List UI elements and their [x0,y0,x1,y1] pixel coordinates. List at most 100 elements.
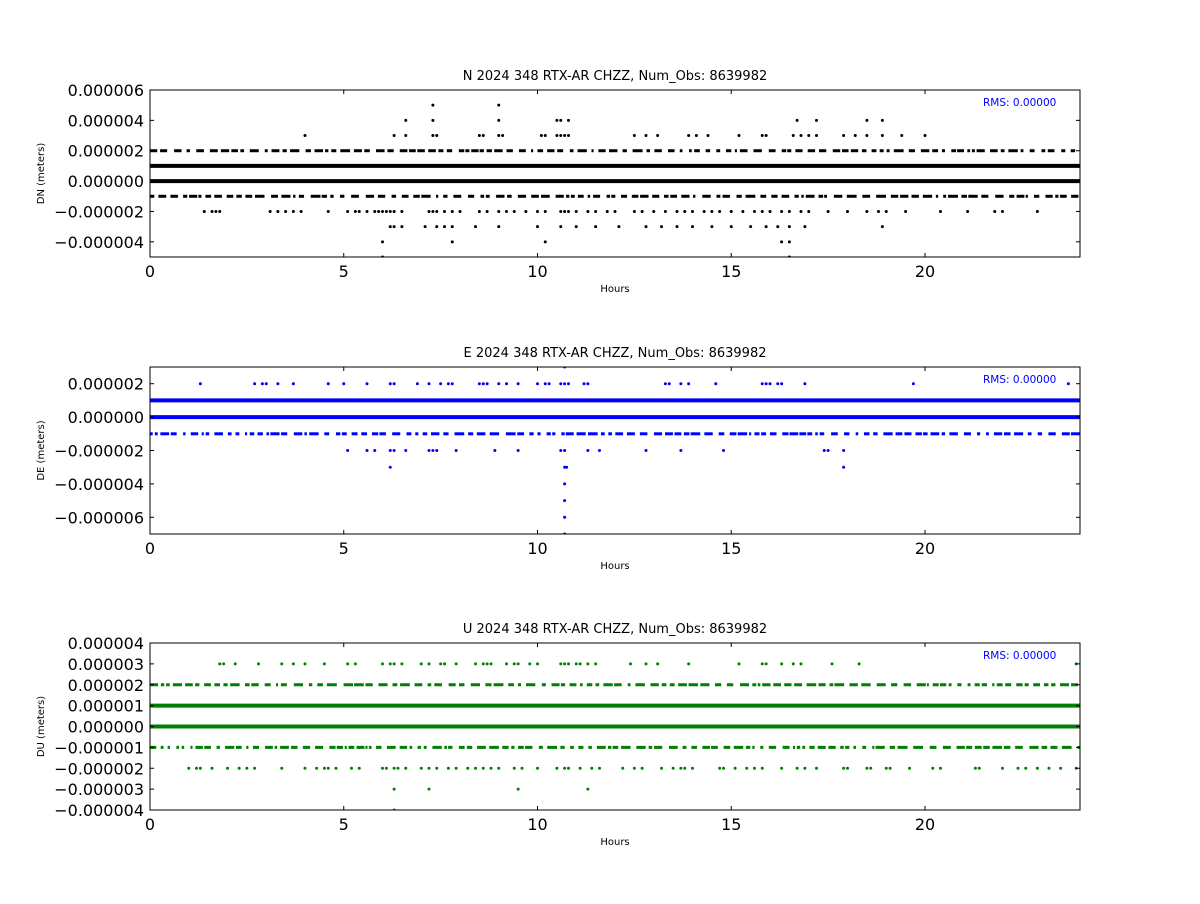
u-point-4-9 [353,662,357,666]
u-dense-point-2-47 [650,683,659,687]
n-dense-point-3-8 [226,194,234,198]
u-point-5-19 [396,766,400,770]
n-point-4-4 [268,209,272,213]
n-dense-point-3-26 [421,194,431,198]
u-dense-point-3-57 [682,745,687,749]
e-dense-point-2-63 [761,432,767,436]
u-dense-point-2-79 [981,683,987,687]
u-dense-point-3-58 [691,745,697,749]
u-dense-point-3-35 [458,745,465,749]
n-dense-point-2-25 [417,149,425,153]
e-dense-point-2-33 [454,432,465,436]
e-dense-point-2-45 [576,432,586,436]
n-dense-point-2-41 [569,149,574,153]
u-point-4-27 [536,662,539,666]
u-dense-point-2-36 [541,683,546,687]
u-point-5-13 [334,766,338,770]
n-point-5-16 [644,134,648,138]
n-dense-point-3-44 [606,194,611,198]
n-dense-point-2-64 [807,149,816,153]
e-outlier-6 [563,515,567,519]
n-dense-point-3-14 [293,194,296,198]
n-dense-point-3-78 [961,194,967,198]
n-dense-point-2-48 [646,149,651,153]
n-dense-point-3-24 [401,194,409,198]
n-outlier-2 [497,118,501,122]
n-point-5-3 [431,134,435,138]
n-dense-point-2-27 [438,149,444,153]
n-dense-point-3-84 [1025,194,1028,198]
e-dense-point-2-59 [729,432,737,436]
n-point-4-55 [753,209,756,213]
u-dense-point-2-62 [806,683,817,687]
n-dense-point-3-12 [271,194,278,198]
n-dense-point-3-79 [968,194,978,198]
e-point-3-14 [446,382,450,386]
u-dense-point-3-80 [889,745,896,749]
u-dense-point-3-42 [525,745,533,749]
u-point-4-24 [512,662,516,666]
e-dense-point-2-29 [415,432,419,436]
u-dense-point-3-4 [181,745,185,749]
u-dense-point-3-53 [636,745,646,749]
n-dense-point-2-89 [1047,149,1055,153]
n-point-5-25 [799,134,803,138]
u-dense-point-2-45 [627,683,631,687]
u-dense-point-3-45 [560,745,565,749]
u-point-5-65 [931,766,935,770]
u-point-4-31 [574,662,578,666]
n-dense-point-3-32 [485,194,490,198]
n-dense-point-2-63 [795,149,803,153]
e-dense-point-2-15 [270,432,280,436]
e-dense-point-2-43 [561,432,565,436]
u-dense-point-3-37 [477,745,486,749]
u-point-5-35 [563,766,567,770]
u-dense-point-3-21 [344,745,347,749]
n-point-6-16 [675,225,679,229]
n-point-5-6 [481,134,485,138]
u-dense-point-3-84 [942,745,951,749]
e-axes-frame [149,366,1081,535]
e-point-3-26 [563,382,567,386]
u-dense-point-2-11 [251,683,259,687]
u-point-5-11 [322,766,326,770]
u-ytick-label-0: 0.000004 [68,634,144,653]
e-dense-point-2-20 [324,432,330,436]
n-point-5-17 [656,134,660,138]
n-point-4-0 [202,209,206,213]
u-ytick-label-6: −0.000002 [54,759,144,778]
u-point-5-67 [973,766,977,770]
n-dense-point-3-85 [1033,194,1040,198]
u-point-4-14 [419,662,423,666]
u-dense-point-3-40 [511,745,515,749]
n-point-4-31 [512,209,516,213]
n-dense-point-2-70 [871,149,877,153]
e-point-3-8 [365,382,369,386]
u-dense-point-2-72 [926,683,929,687]
n-dense-point-3-71 [890,194,899,198]
n-point-6-17 [691,225,694,229]
n-ytick-label-2: 0.000002 [68,142,144,161]
n-dense-point-2-30 [465,149,470,153]
e-dense-point-2-65 [782,432,789,436]
n-panel: 0 5 10 15 20 0.000006 0.000004 0.000002 0.000000… [36,69,1081,295]
n-dense-point-2-73 [893,149,904,153]
u-dense-point-3-43 [538,745,543,749]
u-dense-point-3-34 [448,745,453,749]
e-point-4-17 [679,449,683,452]
u-dense-point-2-76 [957,683,962,687]
u-dense-point-3-27 [386,745,396,749]
e-dense-point-2-25 [371,432,379,436]
n-ytick-label-5: −0.000004 [54,233,144,252]
u-dense-point-2-20 [354,683,364,687]
n-dense-point-3-75 [935,194,939,198]
u-x-axis-label: Hours [600,837,629,848]
u-point-5-69 [1001,766,1004,770]
u-dense-point-3-19 [329,745,336,749]
n-point-4-41 [605,209,609,213]
e-dense-point-2-89 [1014,432,1024,436]
n-point-4-16 [381,209,384,213]
n-outlier-16 [787,240,791,244]
